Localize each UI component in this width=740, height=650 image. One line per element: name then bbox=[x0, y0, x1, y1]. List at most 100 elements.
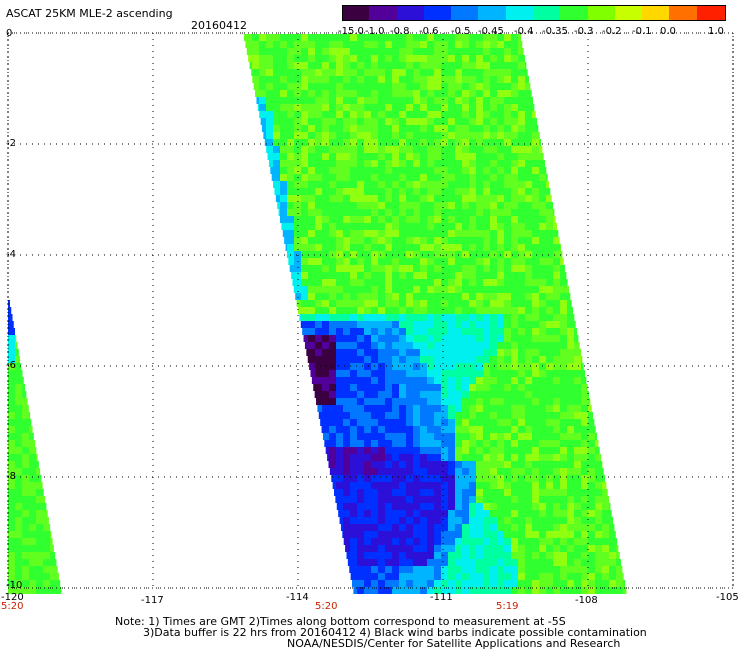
swath-cell bbox=[427, 531, 434, 538]
swath-cell bbox=[462, 83, 469, 90]
swath-cell bbox=[476, 279, 483, 286]
swath-cell bbox=[295, 293, 303, 300]
swath-cell bbox=[469, 202, 476, 209]
swath-cell bbox=[490, 265, 497, 272]
swath-cell bbox=[8, 517, 15, 524]
swath-cell bbox=[483, 328, 490, 335]
swath-cell bbox=[497, 174, 504, 181]
swath-cell bbox=[609, 503, 611, 510]
swath-cell bbox=[427, 503, 434, 510]
swath-cell bbox=[385, 111, 392, 118]
swath-cell bbox=[497, 524, 504, 531]
swath-cell bbox=[490, 55, 497, 62]
swath-cell bbox=[301, 167, 308, 174]
swath-cell bbox=[427, 559, 434, 566]
swath-cell bbox=[287, 230, 294, 237]
swath-cell bbox=[282, 230, 290, 237]
swath-cell bbox=[448, 83, 455, 90]
swath-cell bbox=[427, 587, 434, 594]
swath-cell bbox=[413, 167, 420, 174]
swath-cell bbox=[567, 524, 574, 531]
swath-cell bbox=[350, 566, 357, 573]
swath-cell bbox=[308, 104, 315, 111]
swath-cell bbox=[511, 34, 518, 41]
swath-cell bbox=[497, 153, 504, 160]
swath-cell bbox=[371, 566, 378, 573]
swath-cell bbox=[476, 440, 483, 447]
swath-cell bbox=[43, 524, 50, 531]
swath-cell bbox=[476, 118, 483, 125]
swath-cell bbox=[253, 83, 261, 90]
swath-cell bbox=[518, 496, 525, 503]
swath-cell bbox=[462, 286, 469, 293]
swath-cell bbox=[329, 433, 336, 440]
swath-cell bbox=[511, 230, 518, 237]
swath-cell bbox=[308, 314, 315, 321]
swath-cell bbox=[413, 209, 420, 216]
swath-cell bbox=[8, 405, 15, 412]
swath-cell bbox=[308, 34, 315, 41]
swath-cell bbox=[504, 48, 511, 55]
swath-cell bbox=[385, 440, 392, 447]
swath-cell bbox=[308, 216, 315, 223]
swath-cell bbox=[322, 328, 329, 335]
swath-cell bbox=[308, 188, 315, 195]
swath-cell bbox=[280, 104, 287, 111]
swath-cell bbox=[350, 174, 357, 181]
swath-cell bbox=[546, 293, 553, 300]
swath-cell bbox=[490, 496, 497, 503]
swath-cell bbox=[399, 391, 406, 398]
swath-cell bbox=[525, 328, 532, 335]
swath-cell bbox=[539, 405, 546, 412]
swath-cell bbox=[29, 510, 36, 517]
swath-cell bbox=[378, 139, 385, 146]
swath-cell bbox=[504, 307, 511, 314]
swath-cell bbox=[448, 272, 455, 279]
swath-cell bbox=[353, 587, 361, 594]
swath-cell bbox=[399, 209, 406, 216]
swath-cell bbox=[497, 125, 504, 132]
time-label: 5:20 bbox=[1, 601, 24, 612]
swath-cell bbox=[525, 447, 532, 454]
swath-cell bbox=[539, 398, 546, 405]
swath-cell bbox=[490, 412, 497, 419]
swath-cell bbox=[420, 202, 427, 209]
colorbar-swatch bbox=[669, 5, 698, 20]
swath-cell bbox=[504, 55, 511, 62]
swath-cell bbox=[539, 580, 546, 587]
swath-cell bbox=[343, 342, 350, 349]
swath-cell bbox=[511, 307, 518, 314]
swath-cell bbox=[469, 174, 476, 181]
swath-cell bbox=[371, 356, 378, 363]
swath-cell bbox=[476, 160, 483, 167]
swath-cell bbox=[518, 34, 521, 41]
swath-cell bbox=[469, 195, 476, 202]
swath-cell bbox=[553, 580, 560, 587]
swath-cell bbox=[378, 272, 385, 279]
swath-cell bbox=[476, 244, 483, 251]
swath-cell bbox=[315, 237, 322, 244]
swath-cell bbox=[539, 517, 546, 524]
colorbar-swatch bbox=[396, 5, 425, 20]
swath-cell bbox=[420, 34, 427, 41]
swath-cell bbox=[532, 188, 539, 195]
swath-cell bbox=[357, 111, 364, 118]
swath-cell bbox=[371, 335, 378, 342]
swath-cell bbox=[406, 251, 413, 258]
swath-cell bbox=[441, 111, 448, 118]
swath-cell bbox=[455, 69, 462, 76]
swath-cell bbox=[455, 83, 462, 90]
swath-cell bbox=[483, 468, 490, 475]
swath-cell bbox=[560, 517, 567, 524]
swath-cell bbox=[462, 552, 469, 559]
swath-cell bbox=[525, 300, 532, 307]
swath-cell bbox=[385, 517, 392, 524]
swath-cell bbox=[462, 545, 469, 552]
swath-cell bbox=[595, 468, 602, 475]
swath-cell bbox=[504, 223, 511, 230]
swath-cell bbox=[36, 559, 43, 566]
swath-cell bbox=[322, 398, 329, 405]
swath-cell bbox=[581, 391, 588, 398]
swath-cell bbox=[609, 587, 616, 594]
swath-cell bbox=[532, 97, 534, 104]
